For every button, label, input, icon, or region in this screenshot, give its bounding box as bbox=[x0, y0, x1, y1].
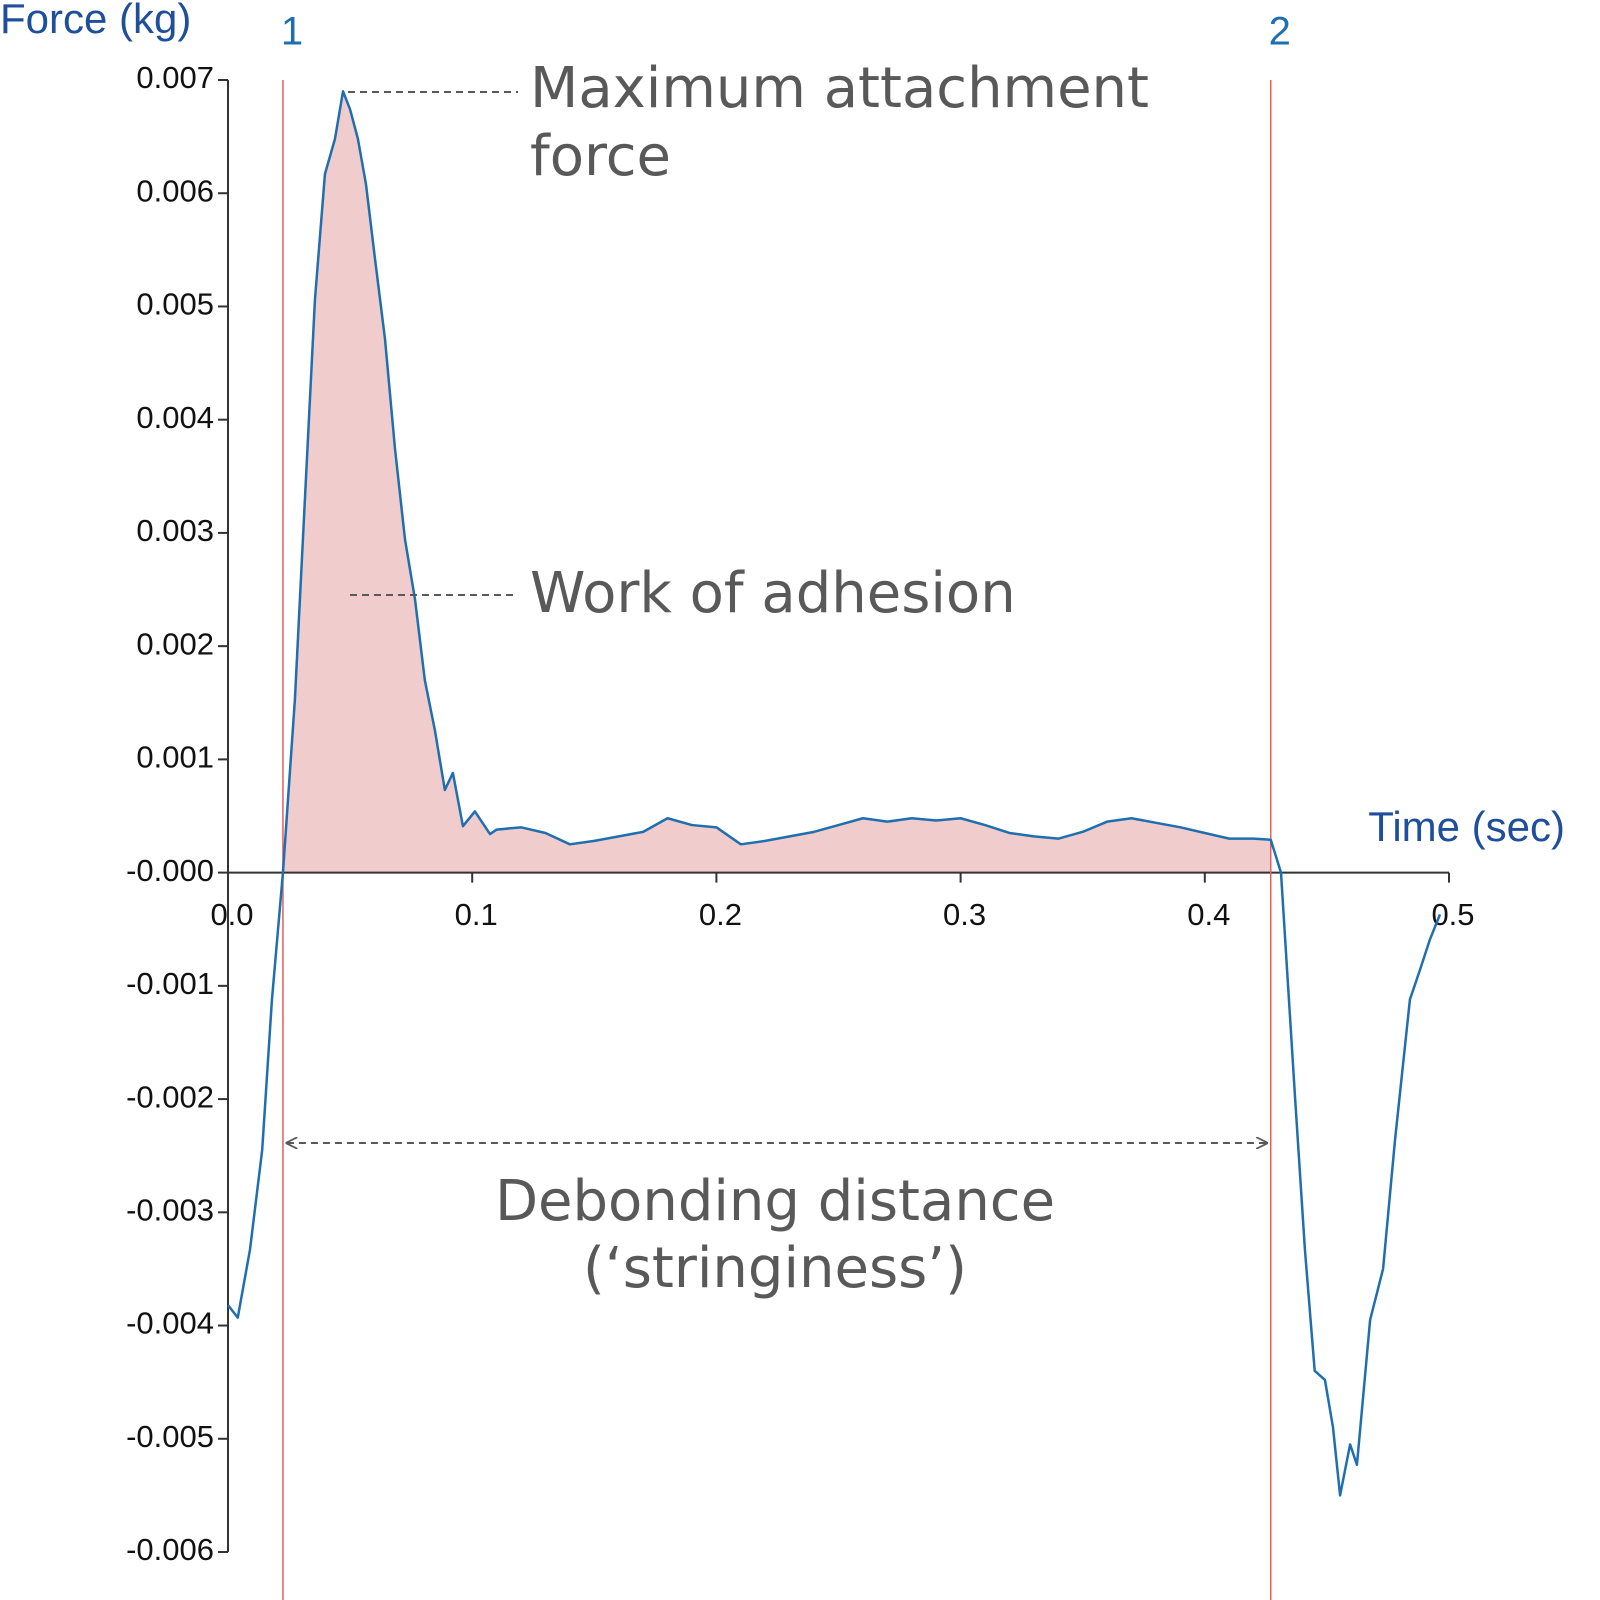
x-tick-label: 0.1 bbox=[455, 897, 498, 932]
y-tick-label: -0.001 bbox=[126, 966, 214, 1001]
annotation: force bbox=[530, 124, 671, 189]
y-tick-label: -0.005 bbox=[126, 1419, 214, 1454]
y-axis-label: Force (kg) bbox=[0, 0, 191, 42]
x-axis-label: Time (sec) bbox=[1368, 803, 1565, 850]
y-tick-label: 0.002 bbox=[136, 626, 214, 661]
line bbox=[227, 90, 1442, 1497]
y-tick-label: 0.003 bbox=[136, 513, 214, 548]
y-tick-label: -0.002 bbox=[126, 1079, 214, 1114]
y-tick-label: 0.005 bbox=[136, 287, 214, 322]
x-tick-label: 0.0 bbox=[210, 897, 253, 932]
annotation: Debonding distance bbox=[495, 1169, 1055, 1234]
area bbox=[282, 91, 1271, 873]
annotation: Work of adhesion bbox=[530, 561, 1016, 626]
x-tick-label: 0.5 bbox=[1431, 897, 1474, 932]
marker-label: 1 bbox=[281, 10, 303, 54]
y-tick-label: -0.006 bbox=[126, 1532, 214, 1567]
marker-label: 2 bbox=[1269, 10, 1291, 54]
x-tick-label: 0.4 bbox=[1187, 897, 1230, 932]
y-tick-label: -0.004 bbox=[126, 1306, 214, 1341]
y-tick-label: 0.004 bbox=[136, 400, 214, 435]
annotation: Maximum attachment bbox=[530, 56, 1149, 121]
y-tick-label: -0.003 bbox=[126, 1192, 214, 1227]
y-tick-label: 0.007 bbox=[136, 60, 214, 95]
y-tick-label: 0.006 bbox=[136, 173, 214, 208]
x-tick-label: 0.2 bbox=[699, 897, 742, 932]
y-tick-label: -0.000 bbox=[126, 853, 214, 888]
annotation: (‘stringiness’) bbox=[583, 1236, 967, 1301]
y-tick-label: 0.001 bbox=[136, 740, 214, 775]
x-tick-label: 0.3 bbox=[943, 897, 986, 932]
